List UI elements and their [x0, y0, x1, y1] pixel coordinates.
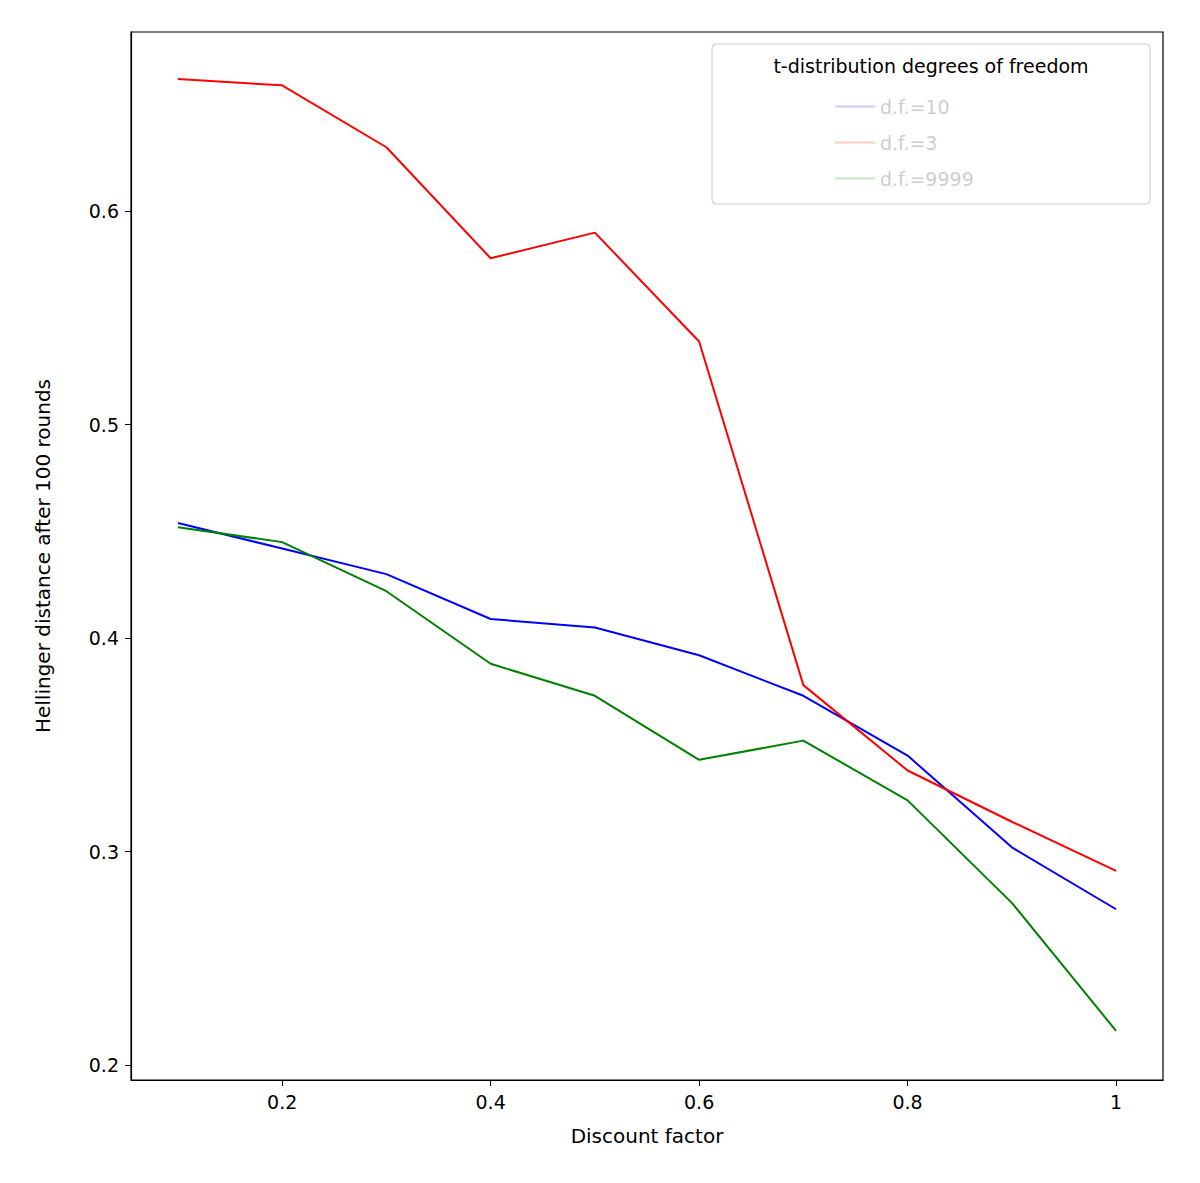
svg-text:Hellinger distance after 100 r: Hellinger distance after 100 rounds [31, 379, 55, 733]
svg-text:0.8: 0.8 [892, 1091, 922, 1113]
svg-text:0.6: 0.6 [684, 1091, 714, 1113]
svg-text:0.4: 0.4 [476, 1091, 506, 1113]
svg-text:0.2: 0.2 [89, 1054, 119, 1076]
svg-text:0.3: 0.3 [89, 841, 119, 863]
svg-text:0.4: 0.4 [89, 627, 119, 649]
svg-text:0.6: 0.6 [89, 200, 119, 222]
svg-text:0.5: 0.5 [89, 414, 119, 436]
svg-text:1: 1 [1110, 1091, 1122, 1113]
svg-text:0.2: 0.2 [267, 1091, 297, 1113]
svg-text:t-distribution degrees of free: t-distribution degrees of freedom [773, 55, 1088, 77]
svg-text:Discount factor: Discount factor [571, 1124, 725, 1148]
